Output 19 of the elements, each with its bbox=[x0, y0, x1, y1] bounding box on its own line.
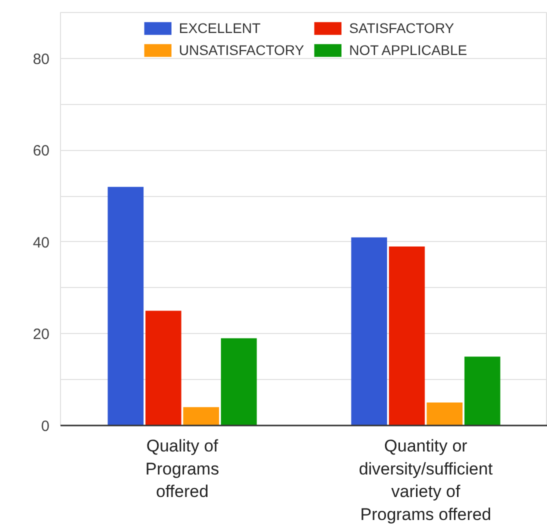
legend-label: NOT APPLICABLE bbox=[349, 42, 468, 58]
bar bbox=[183, 407, 220, 426]
bar bbox=[220, 338, 257, 426]
x-tick-label: Quantity or diversity/sufficient variety of Programs offered bbox=[358, 436, 493, 524]
bar bbox=[426, 402, 463, 426]
y-tick-label: 60 bbox=[32, 142, 50, 160]
bar bbox=[388, 246, 425, 426]
bar bbox=[464, 356, 500, 426]
y-tick-label: 80 bbox=[32, 50, 50, 68]
y-tick-label: 20 bbox=[32, 326, 50, 344]
bar bbox=[145, 310, 182, 426]
bar bbox=[108, 186, 144, 426]
legend-label: UNSATISFACTORY bbox=[178, 42, 304, 58]
x-tick-label: Quality of Programs offered bbox=[145, 436, 220, 502]
y-tick-label: 0 bbox=[41, 418, 50, 435]
bar bbox=[351, 237, 388, 426]
y-tick-label: 40 bbox=[32, 234, 50, 252]
legend-label: SATISFACTORY bbox=[349, 20, 454, 36]
legend-label: EXCELLENT bbox=[178, 20, 261, 36]
